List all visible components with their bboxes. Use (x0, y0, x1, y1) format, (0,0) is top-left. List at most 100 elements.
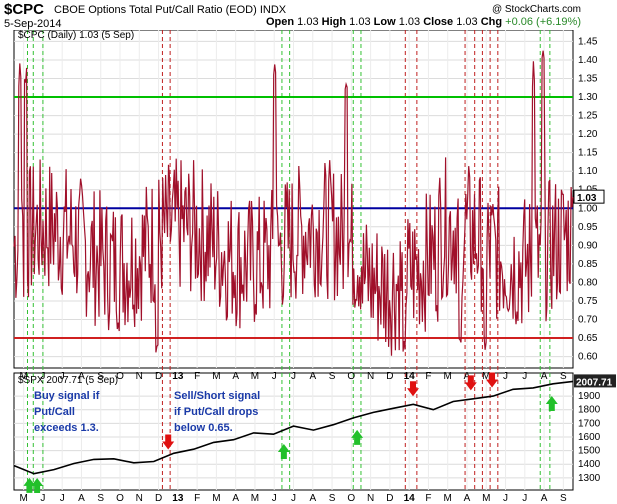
close-label: Close (423, 16, 454, 28)
sell-signal-arrow-shape (162, 434, 175, 450)
sell-signal-arrow-shape (407, 381, 420, 397)
signal-annotation: below 0.65. (174, 422, 233, 434)
chart-canvas: 1.451.401.351.301.251.201.151.101.051.00… (13, 30, 616, 504)
low-label: Low (373, 16, 396, 28)
spx-x-tick-label: N (136, 493, 143, 504)
spx-x-tick-label: A (78, 493, 85, 504)
cpc-y-tick-label: 1.00 (578, 203, 598, 214)
cpc-y-tick-label: 1.40 (578, 55, 598, 66)
sell-signal-arrow-shape (486, 372, 499, 388)
cpc-y-tick-label: 0.75 (578, 296, 598, 307)
spx-x-tick-label: M (444, 493, 452, 504)
spx-y-tick-label: 1600 (578, 432, 601, 443)
sell-signal-arrow (407, 381, 420, 397)
exchange-label: INDX (259, 4, 287, 16)
cpc-series-line (13, 50, 574, 356)
spx-x-tick-label: S (329, 493, 336, 504)
spx-x-tick-label: J (522, 493, 527, 504)
cpc-x-tick-label: A (541, 371, 548, 382)
spx-x-tick-label: D (386, 493, 393, 504)
spx-x-tick-label: J (60, 493, 65, 504)
chart-header: $CPC CBOE Options Total Put/Call Ratio (… (0, 0, 617, 30)
buy-signal-arrow-shape (277, 443, 290, 459)
spx-x-tick-label: J (272, 493, 277, 504)
spx-series-line (13, 380, 574, 475)
spx-x-tick-label: A (541, 493, 548, 504)
cpc-y-tick-label: 1.20 (578, 129, 598, 140)
cpc-last-value-box (573, 189, 605, 204)
chg-label: Chg (480, 16, 503, 28)
high-label: High (321, 16, 347, 28)
cpc-x-tick-label: 13 (172, 371, 184, 382)
cpc-x-tick-label: M (19, 371, 27, 382)
spx-x-tick-label: M (482, 493, 490, 504)
spx-x-tick-label: J (291, 493, 296, 504)
cpc-x-tick-label: J (40, 371, 45, 382)
spx-x-tick-label: A (464, 493, 471, 504)
cpc-y-tick-label: 1.25 (578, 111, 598, 122)
spx-last-value-box (574, 374, 616, 388)
sell-signal-arrow (464, 375, 477, 391)
spx-x-tick-label: S (97, 493, 104, 504)
spx-y-tick-label: 1700 (578, 418, 601, 429)
symbol-name: CBOE Options Total Put/Call Ratio (EOD) (54, 4, 257, 16)
cpc-x-tick-label: A (232, 371, 239, 382)
open-value: 1.03 (297, 16, 319, 28)
cpc-y-tick-label: 1.45 (578, 36, 598, 47)
cpc-x-tick-label: M (251, 371, 259, 382)
cpc-y-tick-label: 0.95 (578, 222, 598, 233)
chart-date: 5-Sep-2014 (4, 18, 62, 30)
cpc-x-tick-label: D (386, 371, 393, 382)
spx-y-tick-label: 1500 (578, 446, 601, 457)
sell-signal-arrow (486, 372, 499, 388)
spx-x-tick-label: A (309, 493, 316, 504)
spx-y-tick-label: 1900 (578, 391, 601, 402)
cpc-x-tick-label: S (560, 371, 567, 382)
cpc-x-tick-label: M (444, 371, 452, 382)
sell-signal-arrow (162, 434, 175, 450)
cpc-x-tick-label: J (291, 371, 296, 382)
symbol-title: $CPC (4, 1, 45, 18)
cpc-x-tick-label: A (309, 371, 316, 382)
cpc-legend: $CPC (Daily) 1.03 (5 Sep) (18, 30, 134, 41)
sell-signal-arrow-shape (464, 375, 477, 391)
cpc-y-tick-label: 1.30 (578, 92, 598, 103)
buy-signal-arrow-shape (23, 477, 36, 493)
cpc-y-tick-label: 0.90 (578, 240, 598, 251)
cpc-x-tick-label: O (347, 371, 355, 382)
cpc-x-tick-label: F (425, 371, 431, 382)
cpc-x-tick-label: S (97, 371, 104, 382)
open-label: Open (265, 16, 295, 28)
spx-x-tick-label: A (232, 493, 239, 504)
buy-signal-arrow (351, 429, 364, 445)
buy-signal-arrow (31, 478, 44, 493)
cpc-x-tick-label: A (464, 371, 471, 382)
cpc-y-tick-label: 1.35 (578, 73, 598, 84)
spx-x-tick-label: 13 (172, 493, 184, 504)
spx-y-tick-label: 1300 (578, 473, 601, 484)
cpc-last-value: 1.03 (577, 193, 597, 204)
buy-signal-arrow (545, 396, 558, 412)
spx-y-tick-label: 1800 (578, 405, 601, 416)
signal-annotation: Put/Call (34, 406, 75, 418)
buy-signal-arrow-shape (351, 429, 364, 445)
signal-annotation: exceeds 1.3. (34, 422, 99, 434)
cpc-y-tick-label: 0.80 (578, 277, 598, 288)
cpc-y-tick-label: 0.65 (578, 333, 598, 344)
cpc-x-tick-label: O (116, 371, 124, 382)
buy-signal-arrow-shape (31, 478, 44, 493)
buy-signal-arrow-shape (545, 396, 558, 412)
spx-x-tick-label: F (425, 493, 431, 504)
spx-last-value: 2007.71 (576, 377, 613, 388)
symbol-description: CBOE Options Total Put/Call Ratio (EOD) … (54, 4, 286, 16)
cpc-x-tick-label: N (136, 371, 143, 382)
buy-signal-arrow (277, 443, 290, 459)
spx-x-tick-label: O (116, 493, 124, 504)
ohlc-readout: Open 1.03 High 1.03 Low 1.03 Close 1.03 … (266, 16, 581, 28)
source-credit[interactable]: @ StockCharts.com (491, 4, 581, 15)
cpc-x-tick-label: A (78, 371, 85, 382)
spx-x-tick-label: O (347, 493, 355, 504)
high-value: 1.03 (349, 16, 371, 28)
cpc-x-tick-label: M (482, 371, 490, 382)
spx-x-tick-label: F (194, 493, 200, 504)
